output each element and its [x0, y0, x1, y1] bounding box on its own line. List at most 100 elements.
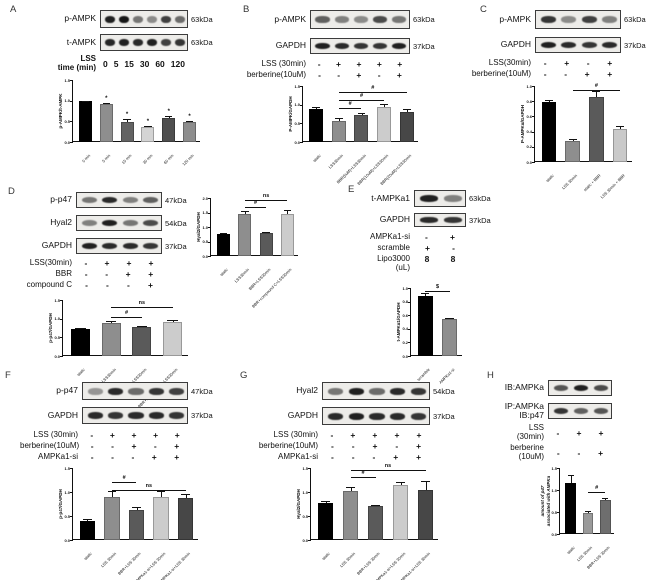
condition-values: - - - + +	[322, 452, 430, 462]
y-tick-label: 1.0	[64, 489, 70, 495]
condition-label: LSS(30min)	[488, 57, 531, 67]
blot-band	[327, 412, 344, 420]
condition-label: berberine(10uM)	[258, 440, 318, 450]
y-tick	[532, 146, 535, 148]
bar	[163, 321, 183, 356]
bar	[599, 500, 611, 534]
bar	[582, 513, 594, 534]
kda-label: 37kDa	[413, 41, 435, 51]
y-tick	[532, 101, 535, 103]
blot-label: GAPDH	[500, 39, 531, 50]
condition-value: -	[111, 441, 114, 451]
error-bar-cap	[445, 317, 454, 319]
panel-f-bar-chart: 0.0 0.5 1.0 1.5 p-p47/GAPDH static LSS 30min BB…	[58, 466, 198, 580]
y-tick	[408, 356, 411, 357]
error-bar	[570, 475, 572, 484]
y-tick	[308, 492, 311, 493]
kda-label: 37kDa	[191, 411, 213, 420]
bar	[392, 484, 409, 540]
condition-values: - - - +	[76, 280, 162, 290]
error-bar-cap	[105, 321, 117, 323]
bar	[342, 491, 359, 540]
blot-band	[174, 39, 186, 46]
condition-value: +	[598, 447, 604, 458]
error-bar	[425, 480, 427, 490]
panel-h-blot-ip-ampka-ib-p47: IP:AMPKa IB:p47	[490, 401, 612, 420]
bar	[153, 497, 169, 540]
condition-label: LSS (30min)	[261, 58, 306, 68]
error-bar	[168, 116, 170, 118]
y-tick-label: 0.5	[64, 118, 70, 124]
y-tick-label: 0.2	[526, 144, 532, 150]
sig-line	[338, 91, 407, 93]
condition-values: - + + + +	[82, 430, 188, 440]
sig-line	[244, 200, 288, 201]
condition-value: +	[607, 58, 613, 68]
y-tick	[557, 490, 560, 491]
error-bar-cap	[592, 91, 601, 93]
condition-value: -	[330, 430, 334, 440]
condition-value: -	[84, 269, 88, 279]
condition-label: BBR	[55, 268, 72, 278]
error-bar	[548, 99, 550, 102]
kda-label: 47kDa	[165, 195, 187, 205]
blot-image	[548, 403, 612, 420]
error-bar-cap	[312, 106, 321, 108]
blot-band	[148, 387, 164, 395]
sig-label: #	[595, 485, 599, 492]
condition-value: -	[543, 69, 547, 79]
blot-label: GAPDH	[379, 214, 410, 225]
blot-band	[390, 387, 406, 395]
y-tick-label: 1.0	[54, 316, 60, 322]
blot-label: t-AMPK	[66, 36, 96, 47]
error-bar-cap	[123, 119, 131, 121]
condition-values: - - + - +	[322, 441, 430, 451]
sig-line	[111, 490, 186, 491]
error-bar-cap	[380, 104, 389, 106]
bar	[442, 319, 458, 356]
y-tick-label: 0.2	[402, 339, 408, 345]
blot-band	[102, 242, 118, 250]
error-bar-cap	[420, 293, 430, 295]
error-bar-cap	[584, 510, 591, 512]
blot-band	[128, 387, 144, 395]
y-tick-label: 1.5	[54, 297, 60, 303]
bar	[417, 296, 433, 356]
bar	[162, 118, 176, 142]
y-tick-label: 0.5	[302, 513, 308, 519]
blot-image	[414, 213, 466, 227]
error-bar	[136, 506, 138, 511]
condition-value: +	[598, 427, 604, 438]
y-tick-label: 0.0	[551, 531, 557, 537]
blot-band	[602, 41, 618, 49]
condition-values: - + +	[548, 428, 612, 438]
y-tick	[300, 86, 303, 87]
panel-h-blot-ib-ampka: IB:AMPKa	[490, 380, 612, 396]
blot-band	[146, 39, 158, 46]
panel-c-lss-row: LSS(30min) - + - +	[462, 58, 621, 68]
condition-values: - - + - +	[310, 70, 410, 80]
blot-band	[593, 407, 609, 415]
blot-band	[143, 196, 159, 204]
sig-line	[338, 99, 385, 101]
blot-label: p-p47	[56, 385, 78, 396]
condition-value: -	[372, 452, 376, 462]
panel-d-p-p47-bar-chart: 0.0 0.5 1.0 1.5 p-p47/GAPDH static LSS30min BBR…	[48, 297, 188, 409]
blot-image	[548, 380, 612, 396]
panel-d-bbr-row: BBR - - + +	[18, 269, 162, 279]
error-bar-cap	[167, 320, 178, 321]
x-axis	[62, 355, 188, 356]
condition-label: LSS (30min)	[33, 429, 78, 439]
y-tick	[557, 534, 560, 535]
panel-h-letter: H	[487, 370, 494, 381]
error-bar	[325, 500, 327, 503]
blot-label: Hyal2	[296, 385, 318, 396]
condition-values: - + + + +	[322, 430, 430, 440]
error-bar	[338, 118, 340, 122]
y-tick	[300, 142, 303, 143]
blot-band	[132, 15, 144, 23]
error-bar-cap	[156, 491, 166, 492]
kda-label: 63kDa	[191, 14, 213, 24]
y-tick	[557, 512, 560, 513]
